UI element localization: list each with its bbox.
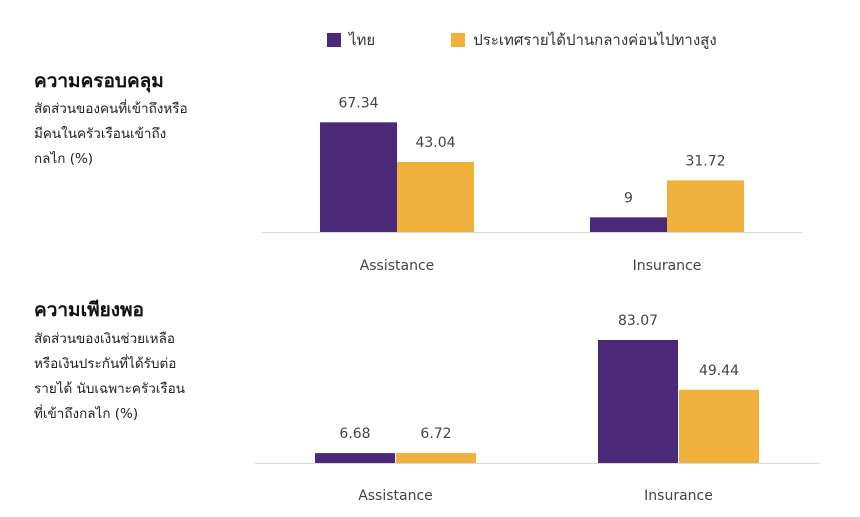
data-label-upper-middle-income-insurance: 31.72 (685, 153, 725, 169)
data-label-upper-middle-income-assistance: 6.72 (420, 426, 451, 442)
bar-thailand-insurance (598, 340, 678, 463)
category-label-insurance: Insurance (633, 258, 702, 274)
data-label-thailand-insurance: 83.07 (618, 313, 658, 329)
legend-label-thailand: ไทย (349, 31, 376, 49)
bar-upper-middle-income-insurance (679, 389, 759, 463)
legend-label-upper-middle-income: ประเทศรายได้ปานกลางค่อนไปทางสูง (473, 31, 717, 49)
coverage-description: สัดส่วนของคนที่เข้าถึงหรือ มีคนในครัวเรื… (34, 97, 234, 172)
coverage-chart: 67.34 43.04 Assistance 9 31.72 Insurance (262, 95, 802, 274)
data-label-upper-middle-income-assistance: 43.04 (415, 135, 455, 151)
adequacy-description-line: รายได้ นับเฉพาะครัวเรือน (34, 381, 185, 397)
legend-item-upper-middle-income: ประเทศรายได้ปานกลางค่อนไปทางสูง (451, 28, 717, 52)
bar-thailand-assistance (320, 122, 397, 232)
adequacy-chart: 6.68 6.72 Assistance 83.07 49.44 Insurance (255, 313, 820, 504)
adequacy-description-line: สัดส่วนของเงินช่วยเหลือ (34, 331, 175, 347)
bar-upper-middle-income-assistance (397, 161, 474, 232)
category-label-assistance: Assistance (360, 258, 435, 274)
adequacy-description: สัดส่วนของเงินช่วยเหลือ หรือเงินประกันที… (34, 327, 234, 427)
adequacy-description-line: หรือเงินประกันที่ได้รับต่อ (34, 356, 177, 372)
legend-swatch-upper-middle-income (451, 33, 466, 47)
bar-upper-middle-income-insurance (667, 180, 744, 232)
legend-item-thailand: ไทย (327, 28, 375, 52)
coverage-description-line: มีคนในครัวเรือนเข้าถึง (34, 126, 167, 142)
legend-swatch-thailand (327, 33, 341, 47)
coverage-title: ความครอบคลุม (34, 70, 164, 92)
category-label-insurance: Insurance (644, 488, 713, 504)
category-label-assistance: Assistance (358, 488, 433, 504)
data-label-upper-middle-income-insurance: 49.44 (699, 363, 739, 379)
bar-upper-middle-income-assistance (396, 453, 476, 463)
data-label-thailand-assistance: 67.34 (338, 95, 378, 111)
adequacy-title: ความเพียงพอ (34, 299, 144, 321)
bar-thailand-insurance (590, 217, 667, 232)
chart-legend: ไทย ประเทศรายได้ปานกลางค่อนไปทางสูง (327, 28, 717, 52)
bar-thailand-assistance (315, 453, 395, 463)
coverage-description-line: สัดส่วนของคนที่เข้าถึงหรือ (34, 101, 188, 117)
coverage-description-line: กลไก (%) (34, 151, 94, 167)
data-label-thailand-assistance: 6.68 (339, 426, 370, 442)
adequacy-description-line: ที่เข้าถึงกลไก (%) (34, 406, 139, 422)
data-label-thailand-insurance: 9 (624, 190, 633, 206)
